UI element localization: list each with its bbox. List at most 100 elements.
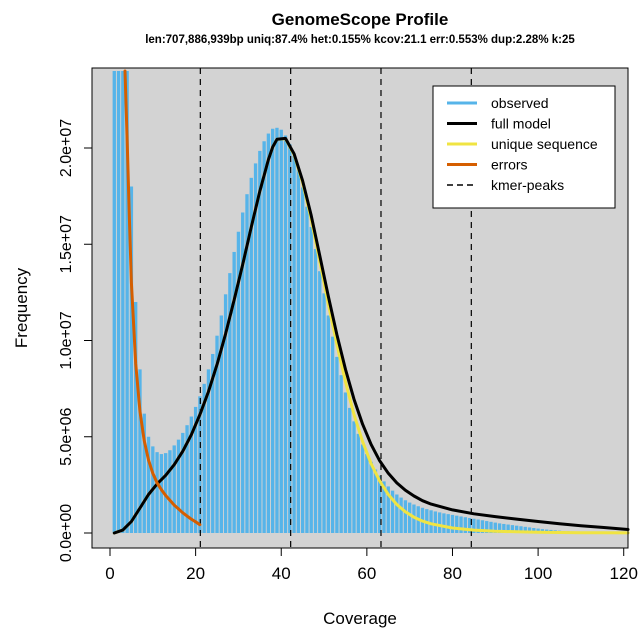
observed-bar — [326, 315, 330, 533]
observed-bar — [313, 249, 318, 533]
legend-label: errors — [491, 157, 528, 173]
model-lines — [112, 69, 630, 535]
y-tick-label: 0.0e+00 — [58, 504, 75, 562]
observed-bar — [245, 194, 249, 533]
observed-bar — [330, 336, 335, 533]
observed-bar — [202, 383, 206, 533]
observed-bar — [253, 163, 258, 533]
observed-bar — [476, 519, 480, 533]
observed-bars — [112, 71, 630, 534]
observed-bar — [459, 516, 463, 533]
observed-bar — [403, 500, 408, 533]
observed-bar — [134, 302, 138, 533]
observed-bar — [138, 369, 142, 534]
observed-bar — [515, 525, 519, 533]
chart-title: GenomeScope Profile — [272, 10, 449, 29]
observed-bar — [223, 294, 228, 533]
legend-label: observed — [491, 95, 549, 111]
full-model-line — [112, 136, 630, 535]
observed-bar — [112, 71, 116, 533]
x-tick-label: 20 — [186, 564, 205, 583]
observed-bar — [206, 369, 211, 534]
observed-bar — [155, 452, 159, 533]
observed-bar — [300, 187, 305, 533]
observed-bar — [485, 521, 489, 533]
observed-bar — [352, 421, 356, 533]
observed-bar — [437, 512, 442, 533]
observed-bar — [168, 450, 172, 533]
x-tick-label: 40 — [272, 564, 291, 583]
observed-bar — [502, 523, 506, 533]
observed-bar — [219, 315, 223, 533]
observed-bar — [455, 515, 459, 533]
observed-bar — [497, 523, 502, 534]
observed-bar — [193, 406, 198, 533]
observed-bar — [305, 206, 309, 533]
observed-bar — [356, 433, 360, 533]
observed-bar — [142, 413, 146, 533]
observed-bar — [343, 392, 348, 533]
observed-bar — [472, 518, 476, 533]
x-axis-label: Coverage — [323, 609, 397, 628]
observed-bar — [446, 514, 450, 533]
y-tick-label: 1.5e+07 — [58, 215, 75, 273]
y-tick-label: 2.0e+07 — [58, 119, 75, 177]
legend-label: full model — [491, 116, 551, 132]
observed-bar — [527, 527, 532, 533]
observed-bar — [399, 497, 403, 533]
observed-bar — [467, 517, 472, 533]
observed-bar — [335, 356, 339, 533]
x-tick-label: 100 — [524, 564, 552, 583]
x-tick-label: 80 — [443, 564, 462, 583]
observed-bar — [146, 436, 151, 533]
errors-line — [123, 69, 202, 527]
observed-bar — [322, 293, 326, 533]
observed-bar — [390, 490, 395, 533]
observed-bar — [262, 141, 266, 533]
observed-bar — [181, 432, 185, 533]
observed-bar — [288, 144, 292, 533]
observed-bar — [228, 273, 232, 534]
observed-bar — [386, 486, 390, 533]
observed-bar — [360, 444, 365, 533]
observed-bar — [121, 71, 125, 533]
observed-bar — [116, 71, 121, 533]
observed-bar — [309, 226, 313, 533]
legend-box — [432, 85, 616, 209]
observed-bar — [296, 170, 301, 533]
y-axis: 0.0e+00 5.0e+06 1.0e+07 1.5e+07 2.0e+07 — [58, 119, 93, 562]
observed-bar — [271, 128, 275, 533]
observed-bar — [185, 425, 189, 533]
observed-bar — [365, 454, 369, 533]
observed-bar — [489, 521, 493, 533]
observed-bar — [339, 375, 343, 533]
observed-bar — [279, 129, 283, 533]
observed-bar — [532, 528, 536, 533]
observed-bar — [348, 407, 352, 534]
x-axis: 0 20 40 60 80 100 120 — [105, 547, 638, 583]
observed-bar — [189, 416, 194, 533]
observed-bar — [241, 212, 245, 534]
chart-legend: observed full model unique sequence errors k… — [432, 85, 616, 209]
observed-bar — [176, 439, 181, 533]
observed-bar — [493, 522, 497, 533]
observed-bar — [125, 71, 129, 533]
observed-bar — [266, 133, 271, 533]
observed-bar — [373, 469, 378, 533]
observed-bar — [480, 520, 485, 533]
observed-bar — [442, 513, 446, 533]
y-tick-label: 5.0e+06 — [58, 408, 75, 466]
observed-bar — [283, 135, 288, 534]
observed-bar — [450, 514, 455, 533]
observed-bar — [129, 186, 134, 533]
y-axis-label: Frequency — [12, 267, 31, 348]
observed-bar — [510, 525, 515, 533]
observed-bar — [408, 502, 412, 533]
observed-bar — [506, 524, 510, 533]
observed-bar — [395, 494, 399, 533]
observed-bar — [159, 454, 164, 533]
observed-bar — [519, 526, 523, 533]
observed-bar — [378, 475, 382, 533]
observed-bar — [236, 231, 241, 534]
